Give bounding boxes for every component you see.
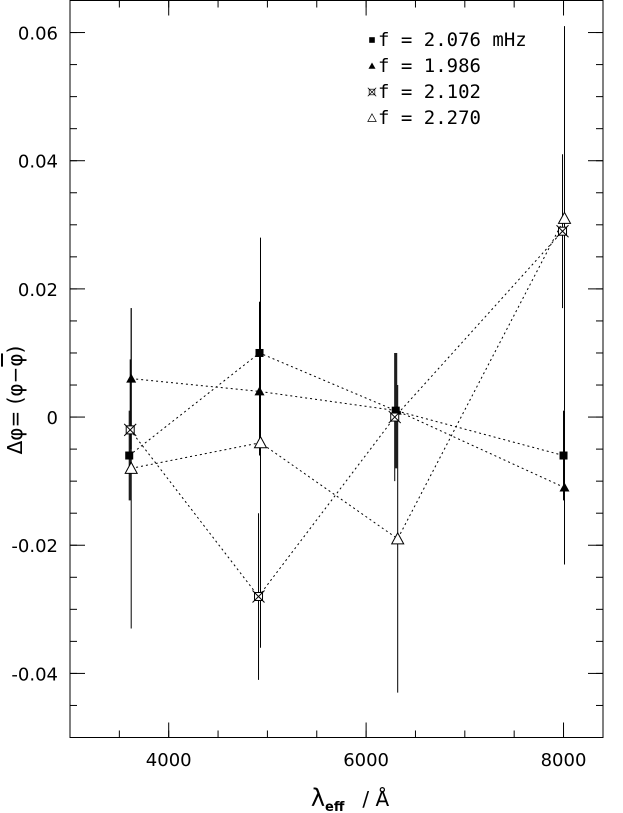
series-3-point [123,423,137,437]
series-2-point [126,373,137,383]
star-marker-cross [388,410,402,424]
x-axis-label-subscript: eff [325,800,345,813]
legend: f = 2.076 mHz f = 1.986 f = 2.102 f = 2.270 [367,29,527,129]
triangle-marker [559,482,570,492]
major-ticks [70,0,603,738]
series-2-point [254,386,265,396]
x-axis-label-main: λ [311,784,325,812]
minor-ticks [69,0,603,738]
legend-marker [367,113,377,122]
plot-frame [69,0,604,738]
series-1-point [559,451,568,460]
series-4-line [131,218,565,540]
legend-label: f = 2.270 [378,107,481,129]
legend-marker [367,87,377,97]
open-triangle-marker [124,461,139,474]
series-3-point [388,410,402,424]
legend-label: f = 2.102 [378,81,481,103]
series-4-point [557,211,572,224]
x-tick-label: 6000 [343,750,389,771]
legend-marker [368,62,376,69]
series-1-point [125,451,134,460]
open-triangle-marker [557,211,572,224]
tick-labels: 4000 6000 8000 -0.04 -0.02 0 0.02 0.04 0.06 [11,24,586,771]
series-3-point [252,590,265,603]
open-triangle-marker [253,435,268,449]
square-marker [559,451,568,460]
triangle-marker [254,386,265,396]
y-tick-label: -0.02 [11,536,58,557]
star-marker-cross [252,590,265,603]
square-marker [369,37,375,43]
legend-item: f = 2.076 mHz [369,29,527,51]
series-3-point [556,224,569,238]
series-2-point [559,482,570,492]
legend-label: f = 1.986 [378,55,481,77]
x-axis-label: λeff / Å [311,784,390,813]
y-tick-label: 0.02 [18,280,58,301]
y-axis-label-left: Δφ= (φ− [3,367,27,455]
series-1-point [255,348,264,357]
legend-label: f = 2.076 mHz [378,29,527,51]
error-bars [128,26,566,693]
triangle-marker [368,62,376,69]
y-axis-label-right: ) [3,346,27,354]
y-tick-label: 0 [47,408,58,429]
square-marker [125,451,134,460]
y-tick-label: 0.04 [18,152,58,173]
data-markers [123,211,572,603]
series-2-line [131,378,565,489]
y-axis-label: Δφ= (φ−φ) [3,346,27,455]
legend-item: f = 2.270 [367,107,481,129]
legend-item: f = 1.986 [368,55,481,77]
y-tick-label: 0.06 [18,24,58,45]
legend-item: f = 2.102 [367,81,481,103]
star-marker-cross [556,224,569,238]
series-3-line [129,230,563,598]
series-connectors [128,218,565,598]
y-tick-label: -0.04 [11,664,58,685]
open-triangle-marker [390,531,405,545]
svg-text:Δφ= (φ−φ): Δφ= (φ−φ) [3,346,27,455]
series-4-point [124,461,139,474]
star-marker-cross [123,423,137,437]
x-tick-label: 4000 [146,750,192,771]
star-marker-cross [367,87,377,97]
square-marker [255,348,264,357]
x-axis-label-unit: / Å [362,787,389,811]
triangle-marker [126,373,137,383]
legend-marker [369,37,375,43]
series-4-point [253,435,268,449]
open-triangle-marker [367,113,377,122]
series-4-point [390,531,405,545]
series-1-line [128,352,564,457]
x-tick-label: 8000 [541,750,587,771]
y-axis-label-phibar: φ [3,353,27,366]
